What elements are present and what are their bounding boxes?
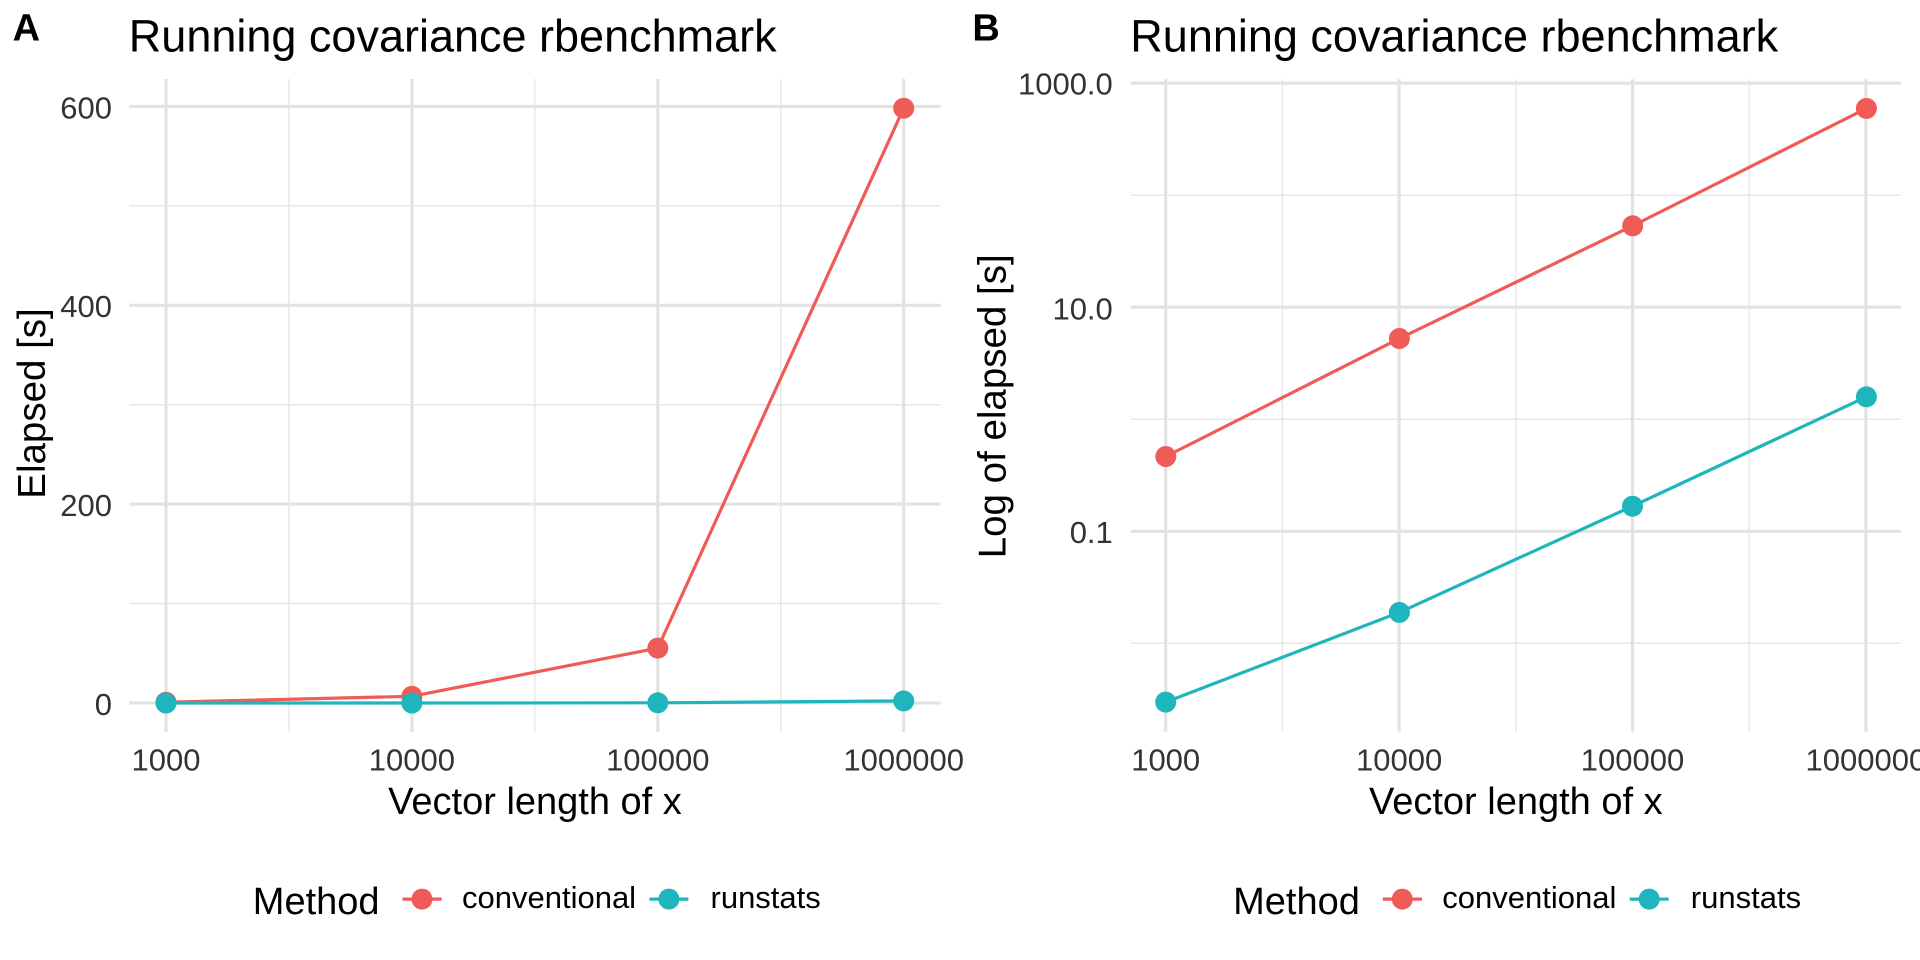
svg-text:1000: 1000 (132, 743, 201, 778)
svg-text:Method: Method (253, 881, 380, 923)
svg-text:conventional: conventional (1442, 880, 1616, 915)
svg-text:Log of elapsed [s]: Log of elapsed [s] (971, 254, 1014, 558)
svg-text:400: 400 (60, 289, 112, 324)
svg-text:Vector length of x: Vector length of x (1369, 781, 1663, 823)
svg-text:Running covariance rbenchmark: Running covariance rbenchmark (1130, 11, 1778, 62)
svg-text:0.1: 0.1 (1070, 515, 1113, 550)
svg-text:10.0: 10.0 (1052, 292, 1112, 327)
svg-text:10000: 10000 (1356, 743, 1442, 778)
svg-text:100000: 100000 (606, 743, 709, 778)
svg-text:1000: 1000 (1131, 743, 1200, 778)
svg-text:Vector length of x: Vector length of x (388, 781, 682, 823)
svg-text:200: 200 (60, 488, 112, 523)
svg-text:0: 0 (95, 687, 112, 722)
svg-text:runstats: runstats (711, 880, 821, 915)
svg-text:B: B (972, 8, 999, 50)
svg-text:conventional: conventional (462, 880, 636, 915)
svg-text:1000000: 1000000 (1806, 743, 1920, 778)
svg-text:Elapsed [s]: Elapsed [s] (11, 308, 54, 498)
svg-text:10000: 10000 (369, 743, 455, 778)
svg-text:1000.0: 1000.0 (1018, 67, 1113, 102)
svg-text:1000000: 1000000 (843, 743, 964, 778)
svg-text:runstats: runstats (1691, 880, 1801, 915)
svg-text:600: 600 (60, 90, 112, 125)
svg-text:Running covariance rbenchmark: Running covariance rbenchmark (129, 11, 777, 62)
svg-text:A: A (13, 8, 40, 50)
svg-text:100000: 100000 (1581, 743, 1684, 778)
svg-text:Method: Method (1233, 881, 1360, 923)
